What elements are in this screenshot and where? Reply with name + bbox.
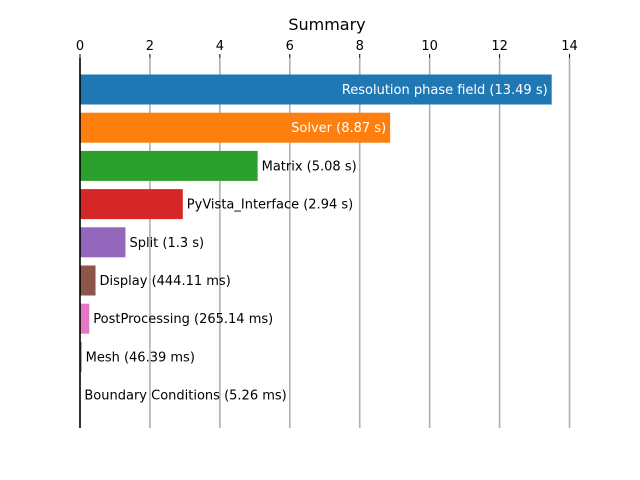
chart-title: Summary [288, 15, 365, 34]
x-axis-ticks: 0 2 4 6 8 10 12 14 [76, 39, 578, 58]
bar-resolution-phase-field [80, 74, 552, 105]
bar-label-resolution-phase-field: Resolution phase field (13.49 s) [342, 83, 548, 98]
bar-label-display: Display (444.11 ms) [100, 274, 231, 289]
bar-label-split: Split (1.3 s) [129, 236, 204, 251]
bar-postprocessing [80, 303, 90, 334]
bar-label-solver: Solver (8.87 s) [291, 121, 386, 136]
bar-solver [80, 112, 391, 143]
bar-display [80, 265, 96, 296]
bar-label-boundary-conditions: Boundary Conditions (5.26 ms) [84, 389, 286, 404]
bar-label-mesh: Mesh (46.39 ms) [86, 350, 195, 365]
tick-label-14: 14 [561, 39, 578, 54]
tick-label-2: 2 [146, 39, 154, 54]
bar-label-matrix: Matrix (5.08 s) [262, 159, 357, 174]
bar-label-postprocessing: PostProcessing (265.14 ms) [93, 312, 273, 327]
bar-mesh [80, 341, 82, 372]
bars [80, 74, 552, 411]
tick-label-12: 12 [491, 39, 508, 54]
tick-label-10: 10 [421, 39, 438, 54]
tick-label-4: 4 [216, 39, 224, 54]
bar-split [80, 227, 126, 258]
bar-labels: Resolution phase field (13.49 s) Solver (… [84, 83, 547, 404]
tick-label-0: 0 [76, 39, 84, 54]
bar-pyvista-interface [80, 189, 183, 220]
bar-label-pyvista-interface: PyVista_Interface (2.94 s) [187, 198, 353, 213]
tick-label-8: 8 [356, 39, 364, 54]
tick-label-6: 6 [286, 39, 294, 54]
bar-matrix [80, 150, 258, 181]
